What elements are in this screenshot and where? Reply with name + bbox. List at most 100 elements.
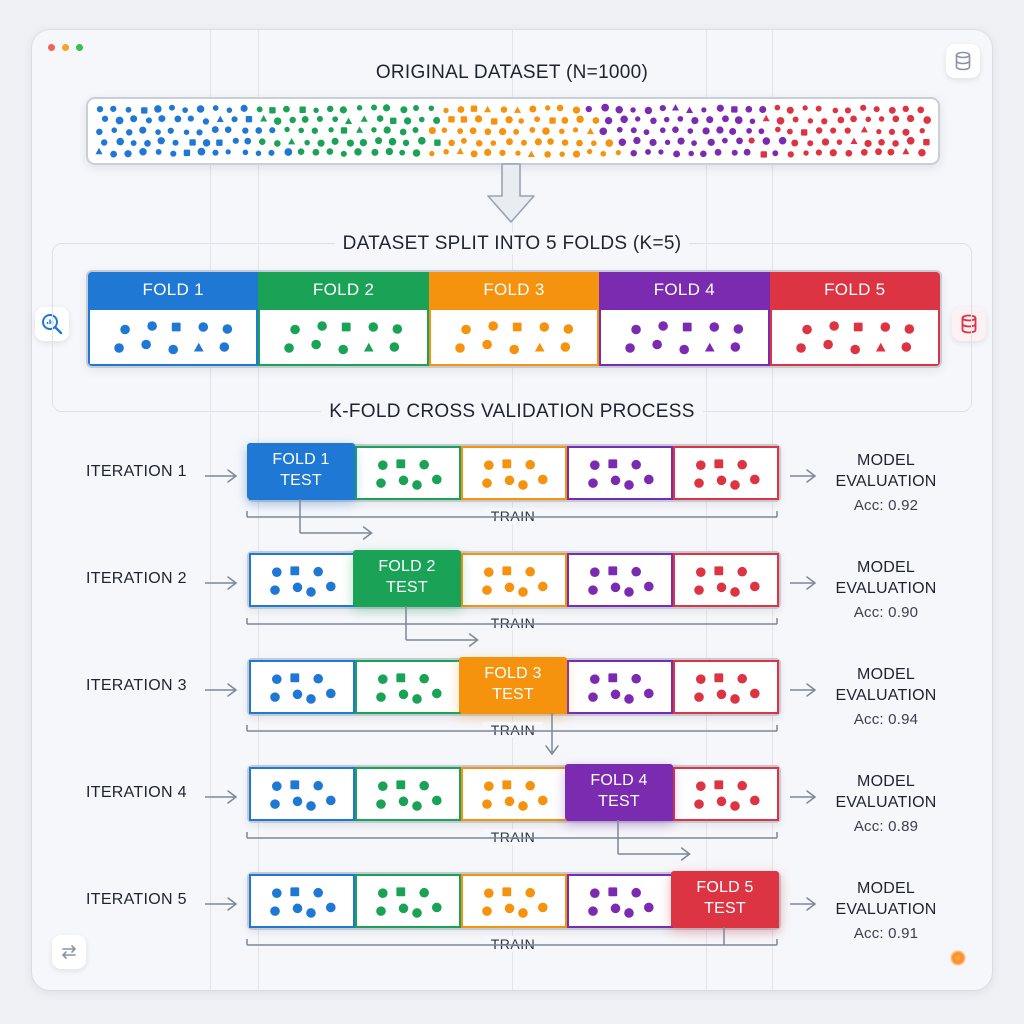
fold-point: [292, 796, 303, 807]
fold-point: [737, 459, 747, 470]
data-point: [155, 148, 162, 155]
fold-point: [518, 801, 528, 811]
data-point: [749, 118, 756, 125]
fold-header-2: FOLD 2: [258, 272, 429, 308]
fold-point: [313, 566, 323, 577]
data-point: [746, 127, 752, 134]
model-evaluation: MODEL EVALUATION Acc: 0.89: [826, 771, 946, 837]
data-point: [273, 117, 282, 125]
split-title-text: DATASET SPLIT INTO 5 FOLDS (K=5): [334, 233, 690, 254]
eval-title-line2: EVALUATION: [835, 901, 937, 918]
fold-point: [853, 322, 863, 332]
fold-point: [610, 689, 621, 700]
data-point: [144, 140, 151, 147]
accuracy-value: Acc: 0.92: [853, 497, 919, 514]
fold-point: [631, 459, 641, 470]
fold-point: [198, 322, 209, 332]
train-segment: [355, 660, 461, 714]
data-point: [902, 147, 910, 155]
fold-header-1: FOLD 1: [88, 272, 259, 308]
fold-point: [714, 566, 724, 576]
window-maximize-dot[interactable]: [76, 44, 83, 51]
data-point: [633, 136, 641, 145]
data-point: [559, 151, 565, 157]
data-point: [888, 128, 896, 135]
iteration-label: ITERATION 3: [86, 677, 187, 694]
data-point: [615, 106, 623, 114]
train-segment: [673, 660, 779, 714]
fold-point: [484, 460, 494, 470]
test-label: TEST: [704, 900, 746, 917]
fold-point: [270, 585, 280, 595]
fold-point: [801, 324, 812, 335]
data-point: [635, 116, 641, 122]
data-point: [561, 117, 569, 124]
data-point: [197, 147, 206, 156]
data-point: [299, 106, 306, 113]
data-point: [429, 150, 435, 157]
data-point: [547, 138, 554, 145]
data-point: [544, 105, 551, 111]
data-point: [860, 104, 867, 111]
data-point: [659, 104, 666, 112]
fold-point: [396, 673, 406, 683]
data-point: [845, 149, 853, 157]
train-segment: [249, 874, 355, 928]
data-point: [413, 105, 419, 111]
data-point: [759, 105, 767, 114]
data-point: [748, 137, 755, 144]
data-point: [873, 106, 880, 113]
fold-point: [716, 475, 727, 486]
data-point: [371, 127, 377, 133]
data-point: [561, 139, 569, 146]
data-point: [500, 106, 508, 113]
data-point: [400, 106, 408, 114]
data-point: [183, 149, 191, 157]
train-segment: [673, 767, 779, 821]
fold-point: [398, 689, 409, 700]
data-point: [130, 115, 138, 123]
test-label: TEST: [492, 686, 534, 703]
data-point: [706, 116, 714, 124]
data-point: [917, 106, 925, 114]
train-label: TRAIN: [483, 508, 543, 524]
data-point: [284, 148, 293, 156]
fold-point: [419, 780, 429, 791]
window-close-dot[interactable]: [48, 44, 55, 51]
data-point: [778, 136, 787, 145]
data-point: [317, 139, 325, 147]
data-point: [312, 148, 320, 156]
segment-points: [270, 566, 336, 597]
train-label: TRAIN: [483, 722, 543, 738]
data-point: [297, 148, 305, 155]
data-point: [760, 151, 767, 158]
data-point: [457, 128, 464, 135]
data-point: [620, 115, 628, 124]
fold-point: [849, 344, 860, 355]
data-point: [375, 137, 383, 145]
segment-points: [588, 566, 654, 597]
train-label: TRAIN: [483, 615, 543, 631]
transfer-icon[interactable]: [52, 935, 86, 969]
data-point: [865, 116, 872, 123]
data-point: [289, 116, 296, 124]
segment-points: [376, 887, 442, 918]
database-icon[interactable]: [946, 44, 980, 78]
data-point: [729, 127, 737, 135]
database-icon[interactable]: [952, 307, 986, 341]
data-point: [456, 147, 464, 155]
eval-title-line1: MODEL: [857, 773, 915, 790]
fold-point: [290, 324, 301, 335]
data-point: [475, 139, 483, 147]
data-point: [332, 116, 339, 123]
fold-point: [504, 582, 515, 593]
window-minimize-dot[interactable]: [62, 44, 69, 51]
data-point: [157, 137, 165, 145]
fold-point: [644, 688, 654, 699]
fold-point: [694, 799, 704, 809]
data-point: [345, 117, 353, 124]
fold-point: [730, 587, 740, 597]
eval-title-line1: MODEL: [857, 559, 915, 576]
train-segment: [567, 660, 673, 714]
data-point: [815, 149, 823, 156]
